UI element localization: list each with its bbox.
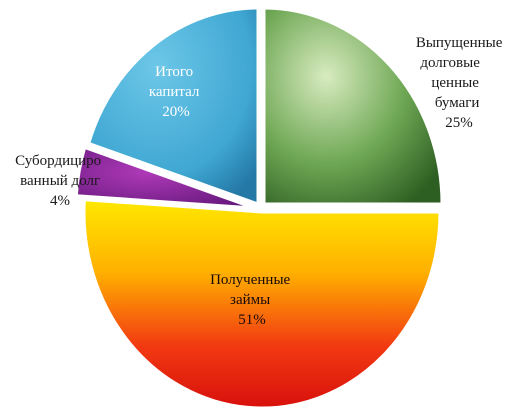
slice-label-loans: Полученные займы 51% (210, 272, 294, 328)
pie-slice-debt-securities (262, 6, 444, 206)
pie-slice-loans (82, 198, 442, 410)
pie-slice-subordinated-debt (74, 145, 255, 210)
slice-label-total-capital: Итого капитал 20% (149, 64, 203, 120)
slice-label-debt-securities: Выпущенные долговые ценные бумаги 25% (416, 35, 506, 131)
pie-slice-total-capital (86, 6, 260, 207)
slice-label-subordinated-debt: Субордициро ванный долг 4% (15, 153, 105, 209)
